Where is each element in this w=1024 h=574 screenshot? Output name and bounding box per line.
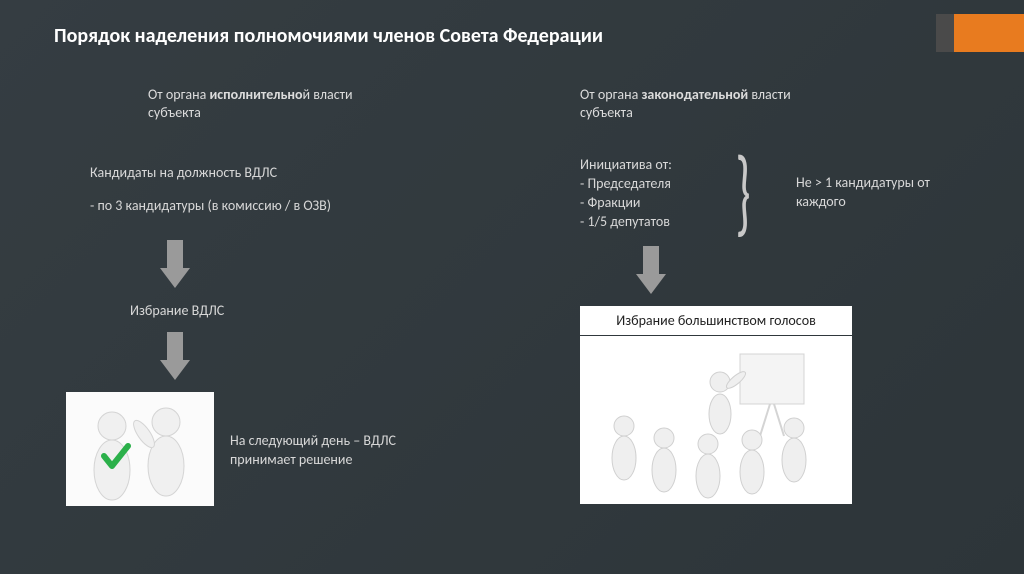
- brace-icon: }: [736, 144, 751, 240]
- image-two-figures: [66, 392, 214, 506]
- left-nextday: На следующий день – ВДЛС принимает решен…: [230, 432, 430, 470]
- arrow-left-2: [160, 332, 190, 382]
- accent-bar: [954, 14, 1024, 52]
- left-heading: От органа исполнительной власти субъекта: [148, 86, 388, 122]
- right-initiative-item-2: - 1/5 депутатов: [580, 213, 750, 232]
- left-election: Избрание ВДЛС: [130, 302, 224, 321]
- group-meeting-board-icon: [580, 336, 852, 504]
- right-heading: От органа законодательной власти субъект…: [580, 86, 840, 122]
- right-heading-bold: законодательной: [641, 86, 748, 103]
- two-figures-checkmark-icon: [66, 392, 214, 506]
- page-title: Порядок наделения полномочиями членов Со…: [54, 24, 603, 48]
- left-candidates-line1: Кандидаты на должность ВДЛС: [90, 164, 410, 183]
- right-constraint: Не > 1 кандидатуры от каждого: [796, 174, 956, 212]
- left-heading-pre: От органа: [148, 86, 209, 103]
- arrow-left-1: [160, 240, 190, 290]
- image-group-meeting: [580, 336, 852, 504]
- left-candidates-line2: - по 3 кандидатуры (в комиссию / в ОЗВ): [90, 197, 410, 216]
- left-heading-bold: исполнительно: [209, 86, 302, 103]
- arrow-right-1: [636, 246, 666, 296]
- right-caption: Избрание большинством голосов: [580, 306, 852, 335]
- accent-bar-gray: [936, 14, 954, 52]
- right-initiative-title: Инициатива от:: [580, 156, 750, 175]
- right-initiative-item-1: - Фракции: [580, 194, 750, 213]
- right-initiative-item-0: - Председателя: [580, 175, 750, 194]
- right-heading-pre: От органа: [580, 86, 641, 103]
- left-candidates: Кандидаты на должность ВДЛС - по 3 канди…: [90, 164, 410, 216]
- right-initiative: Инициатива от: - Председателя - Фракции …: [580, 156, 750, 232]
